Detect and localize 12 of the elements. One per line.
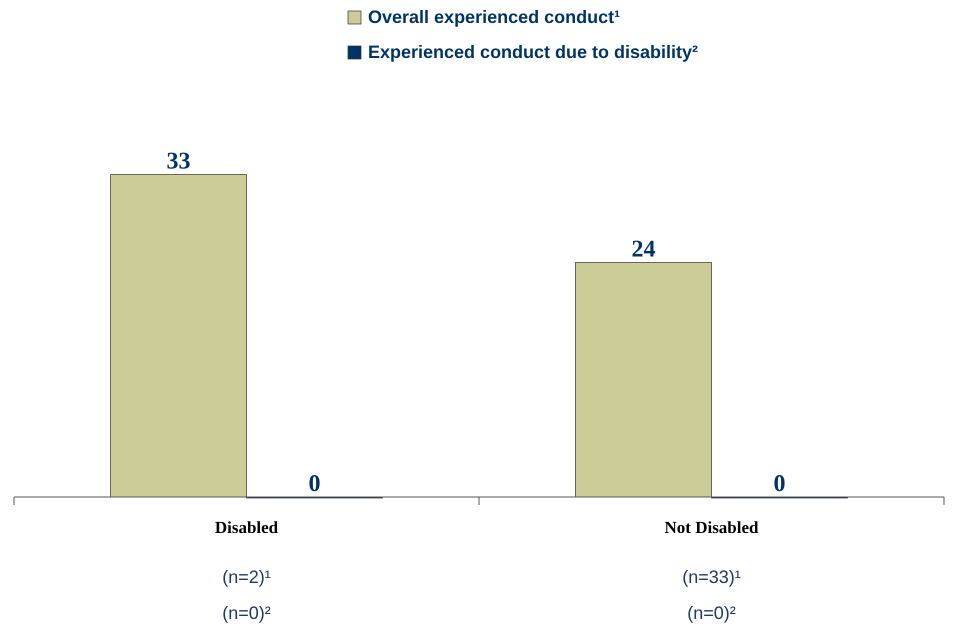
text: (n=2)¹ — [222, 567, 271, 587]
text: (n=0)² — [687, 603, 736, 623]
x-tick-label: Disabled — [214, 518, 279, 537]
data-label: 0 — [308, 471, 320, 497]
data-label: 33 — [166, 148, 190, 174]
text: (n=33)¹ — [682, 567, 741, 587]
legend-label: Overall experienced conduct¹ — [368, 7, 620, 27]
data-label: 0 — [774, 471, 786, 497]
data-label: 24 — [632, 236, 656, 262]
x-tick-label: Not Disabled — [664, 518, 760, 537]
legend-label: Experienced conduct due to disability² — [368, 42, 698, 62]
text: (n=0)² — [222, 603, 271, 623]
